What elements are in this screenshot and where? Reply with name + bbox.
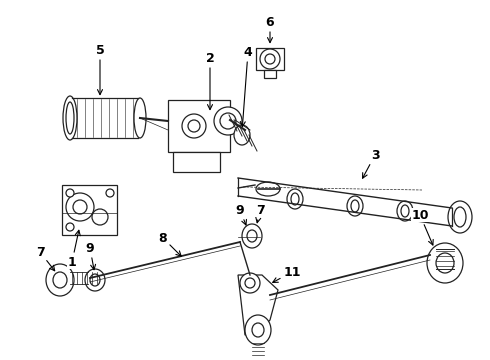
Ellipse shape: [448, 201, 472, 233]
Ellipse shape: [92, 209, 108, 225]
Text: 4: 4: [240, 45, 252, 127]
Ellipse shape: [454, 207, 466, 227]
Ellipse shape: [265, 54, 275, 64]
Ellipse shape: [287, 189, 303, 209]
Ellipse shape: [63, 96, 77, 140]
Ellipse shape: [66, 193, 94, 221]
Ellipse shape: [46, 264, 74, 296]
Ellipse shape: [64, 98, 76, 138]
Text: 10: 10: [411, 208, 433, 245]
Ellipse shape: [66, 102, 74, 134]
Text: 7: 7: [256, 203, 265, 223]
Ellipse shape: [245, 315, 271, 345]
Ellipse shape: [245, 278, 255, 288]
Text: 11: 11: [273, 266, 301, 283]
Ellipse shape: [252, 323, 264, 337]
Ellipse shape: [351, 200, 359, 212]
PathPatch shape: [238, 275, 278, 335]
Ellipse shape: [182, 114, 206, 138]
Ellipse shape: [73, 200, 87, 214]
Ellipse shape: [188, 120, 200, 132]
Ellipse shape: [242, 224, 262, 248]
Ellipse shape: [53, 272, 67, 288]
Text: 6: 6: [266, 15, 274, 42]
Ellipse shape: [90, 274, 100, 286]
Ellipse shape: [66, 189, 74, 197]
Ellipse shape: [256, 182, 280, 196]
Ellipse shape: [436, 253, 454, 273]
Bar: [168, 100, 230, 152]
Bar: [264, 70, 276, 78]
Ellipse shape: [427, 243, 463, 283]
Ellipse shape: [347, 196, 363, 216]
Ellipse shape: [220, 113, 236, 129]
Text: 5: 5: [96, 44, 104, 95]
Ellipse shape: [291, 193, 299, 205]
Ellipse shape: [66, 223, 74, 231]
Bar: [173, 152, 220, 172]
Text: 9: 9: [236, 203, 246, 225]
Ellipse shape: [397, 201, 413, 221]
Text: 8: 8: [159, 231, 181, 256]
Ellipse shape: [260, 49, 280, 69]
Ellipse shape: [85, 269, 105, 291]
Ellipse shape: [234, 125, 250, 145]
Ellipse shape: [106, 189, 114, 197]
Text: 3: 3: [363, 149, 379, 178]
Ellipse shape: [134, 98, 146, 138]
Text: 7: 7: [36, 246, 55, 271]
Bar: [256, 48, 284, 70]
Ellipse shape: [401, 205, 409, 217]
Text: 1: 1: [68, 230, 80, 269]
Ellipse shape: [247, 230, 257, 242]
Text: 2: 2: [206, 51, 215, 109]
Text: 9: 9: [86, 242, 96, 270]
Bar: [62, 185, 117, 235]
Ellipse shape: [240, 273, 260, 293]
Ellipse shape: [214, 107, 242, 135]
